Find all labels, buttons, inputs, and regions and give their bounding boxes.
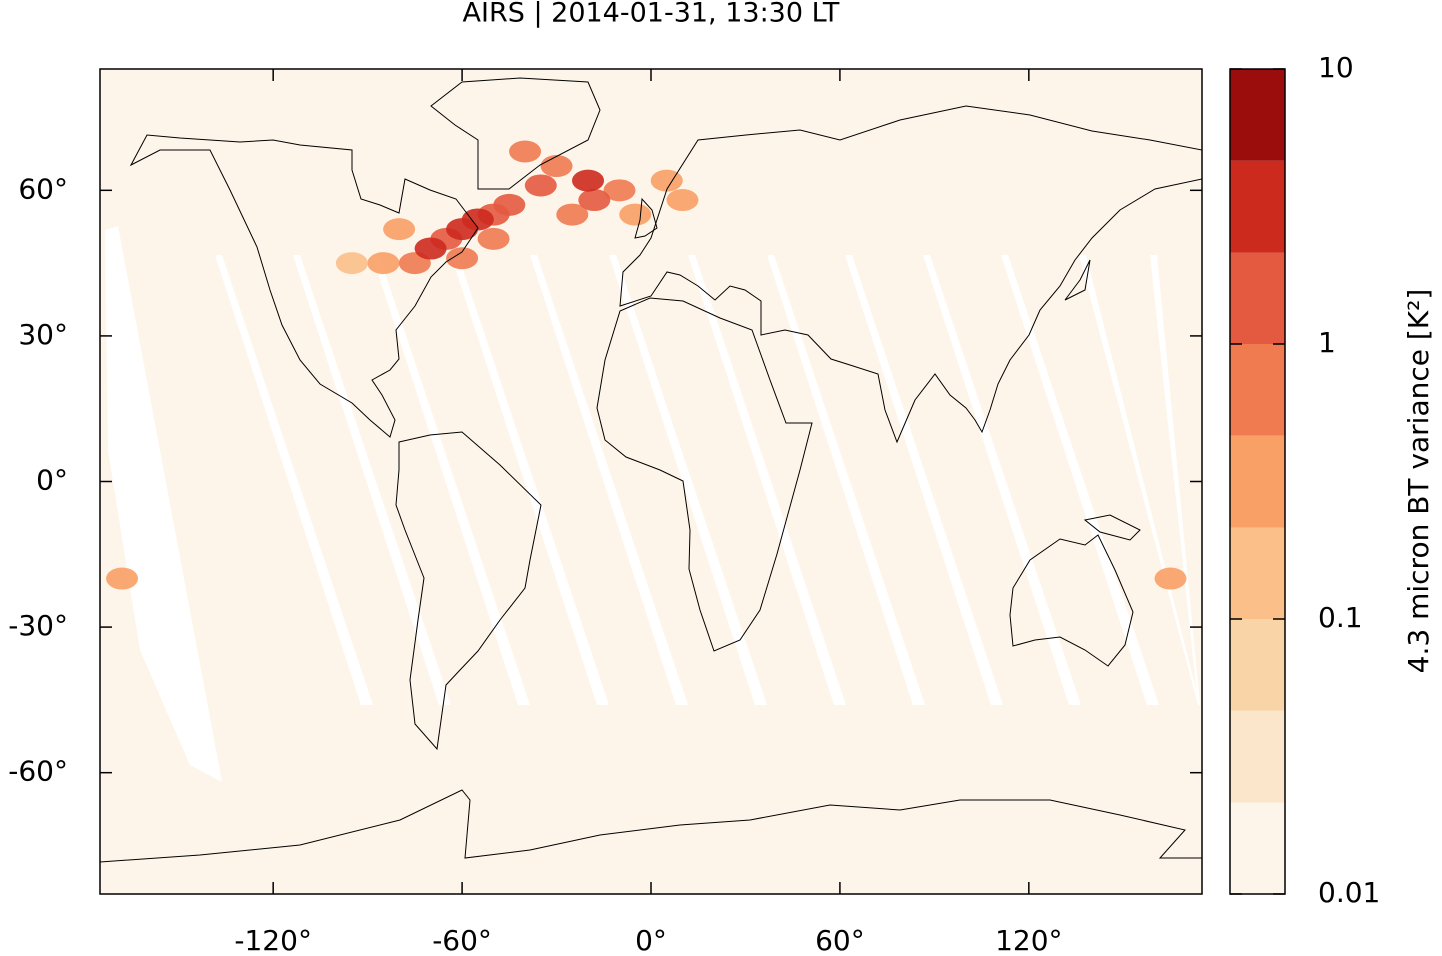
data-gap [530,255,688,705]
data-gap [293,255,451,705]
data-gap [1079,255,1200,705]
field-cell [335,252,368,275]
colorbar-tick-label: 0.01 [1318,876,1380,909]
data-gap [1150,255,1200,705]
data-gap [845,255,1003,705]
coastline [596,297,813,652]
field-cell [383,218,416,241]
y-tick-label: -60° [8,755,68,788]
colorbar-band [1230,69,1285,161]
field-cell [446,218,479,241]
colorbar-band [1230,344,1285,436]
colorbar-tick-label: 0.1 [1318,601,1363,634]
y-tick-label: 0° [36,464,68,497]
colorbar-frame [1229,68,1286,895]
data-gaps [105,226,1200,782]
field-cell [367,252,400,275]
colorbar-label: 4.3 micron BT variance [K²] [1402,289,1435,674]
data-gap [1001,255,1159,705]
field-cell [619,203,652,226]
coastlines [99,77,1203,863]
data-gap [767,255,925,705]
field [106,140,1187,590]
y-tick-label: 30° [18,318,68,351]
data-gap [372,255,530,705]
x-tick-label: 0° [635,924,667,956]
coastline [430,77,601,190]
data-gap [609,255,767,705]
field-cell [509,140,542,163]
field-cell [446,247,479,270]
field-cell [578,189,611,212]
colorbar-tick-label: 1 [1318,326,1336,359]
data-gap [105,226,222,782]
field-cell [106,567,139,590]
colorbar-band [1230,160,1285,253]
chart-title: AIRS | 2014-01-31, 13:30 LT [463,0,840,29]
colorbar [1230,69,1285,894]
colorbar-band [1230,619,1285,711]
data-gap [688,255,846,705]
y-tick-label: -30° [8,609,68,642]
colorbar-band [1230,435,1285,528]
coastline [1064,259,1091,301]
field-cell [650,169,683,192]
coastline [634,197,658,239]
field-cell [1154,567,1187,590]
x-tick-label: -120° [234,924,312,956]
field-cell [603,179,636,202]
data-gap [923,255,1081,705]
colorbar-band [1230,710,1285,803]
map-background [100,69,1202,894]
field-cell [540,155,573,178]
data-gap [451,255,609,705]
field-cell [572,169,605,192]
field-cell [556,203,589,226]
colorbar-band [1230,527,1285,619]
coastline [619,105,1203,444]
field-cell [524,174,557,197]
colorbar-band [1230,802,1285,894]
coastline [129,134,479,438]
coastline [1009,534,1134,667]
colorbar-band [1230,252,1285,344]
coastline [395,431,542,751]
field-cell [414,237,447,260]
data-gap [215,255,373,705]
x-tick-label: 120° [995,924,1062,956]
coastline [99,789,1202,863]
x-tick-label: 60° [815,924,865,956]
colorbar-tick-label: 10 [1318,51,1354,84]
x-tick-label: -60° [432,924,492,956]
y-tick-label: 60° [18,172,68,205]
field-cell [666,189,699,212]
field-cell [477,227,510,250]
coastline [1083,514,1141,541]
